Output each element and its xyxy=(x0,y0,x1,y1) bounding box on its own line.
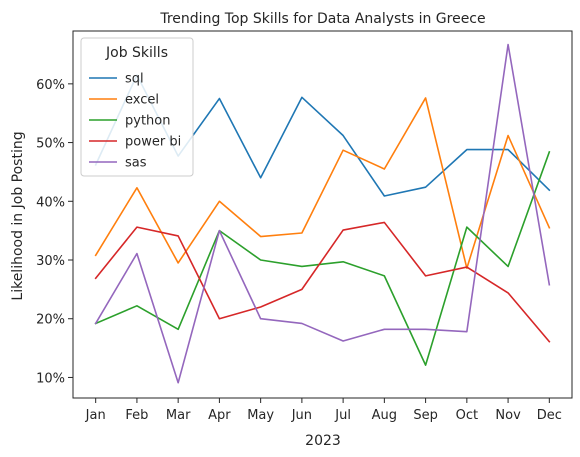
axes: Jan Feb Mar Apr May Jun Jul Aug Sep Oct Nov Dec 10% 2… xyxy=(36,30,573,423)
x-tick-label: Aug xyxy=(372,408,397,423)
y-tick-label: 50% xyxy=(36,137,65,152)
x-tick-label: Nov xyxy=(495,408,521,423)
x-tick-label: Jul xyxy=(334,408,351,423)
series-line-python xyxy=(94,150,551,366)
plot-frame xyxy=(72,30,573,399)
legend-title: Job Skills xyxy=(105,45,168,61)
x-tick-label: Apr xyxy=(208,408,231,423)
x-tick-label: Feb xyxy=(125,408,148,423)
legend: Job Skills sql excel python power bi sas xyxy=(80,37,194,177)
x-tick-label: Sep xyxy=(413,408,438,423)
y-tick-label: 40% xyxy=(36,195,65,210)
y-tick-label: 30% xyxy=(36,254,65,269)
y-tick-label: 10% xyxy=(36,371,65,386)
legend-label-sas: sas xyxy=(125,156,147,171)
x-axis-label: 2023 xyxy=(305,433,341,449)
x-tick-label: Mar xyxy=(166,408,191,423)
x-tick-label: Dec xyxy=(537,408,562,423)
legend-label-power-bi: power bi xyxy=(125,135,181,150)
y-tick-label: 20% xyxy=(36,313,65,328)
x-tick-label: Jan xyxy=(85,408,106,423)
legend-label-sql: sql xyxy=(125,72,144,87)
y-tick-label: 60% xyxy=(36,78,65,93)
y-axis-label: Likelihood in Job Posting xyxy=(10,131,26,300)
legend-label-python: python xyxy=(125,114,170,129)
x-tick-label: May xyxy=(247,408,274,423)
legend-label-excel: excel xyxy=(125,93,159,108)
chart-title: Trending Top Skills for Data Analysts in… xyxy=(159,11,485,27)
x-tick-label: Jun xyxy=(291,408,312,423)
series-line-power-bi xyxy=(94,221,551,343)
series-line-excel xyxy=(94,97,551,270)
x-tick-label: Oct xyxy=(456,408,478,423)
series-line-sas xyxy=(94,43,551,384)
